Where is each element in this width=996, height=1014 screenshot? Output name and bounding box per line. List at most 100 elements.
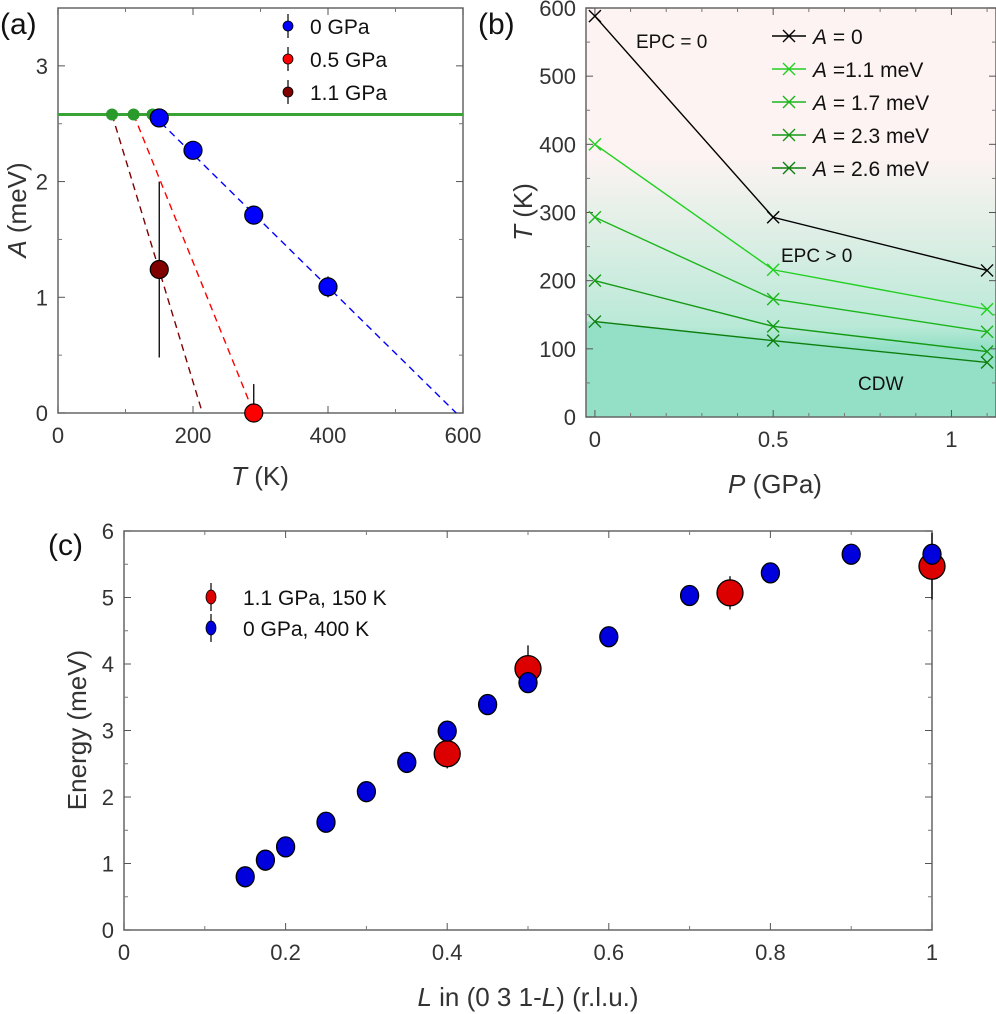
legend-label: A = 2.6 meV — [811, 158, 929, 181]
cdw-region — [586, 321, 996, 417]
legend-marker — [782, 95, 796, 109]
y-axis-var: T — [508, 223, 538, 241]
legend-marker — [205, 620, 217, 636]
fit-line — [111, 114, 204, 414]
y-tick-label: 3 — [102, 719, 114, 744]
x-axis-label: T (K) — [231, 461, 289, 491]
y-tick-label: 6 — [102, 519, 114, 544]
legend-marker — [282, 53, 294, 65]
legend-value: = 1.7 meV — [827, 92, 929, 115]
y-tick-label: 1 — [102, 852, 114, 877]
x-axis-unit: (GPa) — [745, 469, 822, 499]
legend-label: 0 GPa — [310, 16, 370, 39]
data-point — [397, 751, 417, 774]
data-point — [318, 277, 338, 297]
x-axis-label: L in (0 3 1-L) (r.l.u.) — [417, 982, 638, 1012]
x-tick-label: 0 — [589, 427, 601, 452]
y-tick-label: 1 — [36, 285, 48, 310]
data-point — [183, 140, 203, 160]
annotation-cdw: CDW — [858, 374, 903, 395]
data-marker — [766, 292, 780, 306]
data-marker — [980, 302, 994, 316]
legend-label: 1.1 GPa — [310, 82, 387, 105]
legend-var: A — [811, 59, 827, 82]
legend-value: =1.1 meV — [827, 59, 923, 82]
legend-value: = 0 — [827, 26, 863, 49]
x-tick-label: 1 — [945, 427, 957, 452]
y-tick-label: 4 — [102, 652, 114, 677]
y-tick-label: 600 — [539, 0, 576, 21]
panel-label: (b) — [478, 8, 515, 41]
x-tick-label: 400 — [310, 423, 347, 448]
onset-point — [127, 108, 140, 121]
legend-var: A — [811, 125, 827, 148]
y-tick-label: 300 — [539, 201, 576, 226]
x-tick-label: 0.5 — [758, 427, 789, 452]
data-marker — [588, 210, 602, 224]
data-point — [244, 403, 264, 423]
data-marker — [980, 355, 994, 369]
data-marker — [588, 9, 602, 23]
x-tick-label: 1 — [926, 940, 938, 965]
y-axis-label: A (meV) — [2, 162, 32, 259]
y-axis-unit: (K) — [508, 183, 538, 225]
legend-marker — [782, 128, 796, 142]
panel-label: (a) — [0, 8, 37, 41]
y-tick-label: 200 — [539, 269, 576, 294]
data-point — [760, 562, 781, 584]
legend-label: A = 1.7 meV — [811, 92, 929, 115]
legend-label: 1.1 GPa, 150 K — [243, 587, 387, 610]
data-marker — [588, 274, 602, 288]
x-tick-label: 200 — [175, 423, 212, 448]
data-point — [235, 866, 255, 888]
legend-label: A =1.1 meV — [811, 59, 923, 82]
y-tick-label: 0 — [564, 405, 576, 430]
y-tick-label: 3 — [36, 54, 48, 79]
x-tick-label: 0.4 — [432, 940, 463, 965]
data-point — [275, 836, 296, 858]
legend-label: 0.5 GPa — [310, 49, 387, 72]
x-tick-label: 0.6 — [594, 940, 625, 965]
onset-point — [106, 108, 118, 121]
data-point — [922, 543, 942, 565]
data-point — [149, 108, 169, 128]
legend-marker — [282, 20, 294, 32]
data-marker — [980, 263, 994, 277]
x-axis-var: T — [231, 461, 249, 491]
data-marker — [766, 210, 780, 224]
y-tick-label: 0 — [102, 918, 114, 943]
legend-value: = 2.6 meV — [827, 158, 929, 181]
legend-label: A = 0 — [811, 26, 863, 49]
panel-label: (c) — [48, 529, 83, 562]
y-axis-label: T (K) — [508, 183, 538, 241]
data-point — [679, 584, 700, 607]
data-point — [149, 259, 169, 280]
data-marker — [766, 334, 780, 348]
data-point — [255, 849, 276, 871]
data-point — [518, 671, 538, 694]
y-tick-label: 500 — [539, 64, 576, 89]
data-point — [244, 205, 264, 225]
data-point — [356, 781, 377, 803]
panel-c: 0 0.2 0.4 0.6 0.8 1 0 1 2 3 4 5 6 1.1 GPa, 150 K 0 GPa… — [48, 519, 946, 1012]
y-tick-label: 0 — [36, 401, 48, 426]
data-marker — [588, 137, 602, 151]
x-axis-label-part: L — [417, 982, 431, 1012]
legend-var: A — [811, 158, 827, 181]
y-tick-label: 400 — [539, 132, 576, 157]
legend-var: A — [811, 92, 827, 115]
y-tick-label: 2 — [36, 170, 48, 195]
data-point — [716, 579, 744, 607]
data-marker — [980, 345, 994, 359]
legend-marker — [782, 62, 796, 76]
panel-a: 0 200 400 600 0 1 2 3 0 GPa 0.5 GPa 1.1 GPa (a) T (K… — [0, 7, 482, 491]
x-tick-label: 600 — [445, 423, 482, 448]
x-axis-var: P — [728, 469, 746, 499]
legend-value: = 2.3 meV — [827, 125, 929, 148]
x-axis-label-part: L — [542, 982, 556, 1012]
legend-marker — [205, 589, 217, 605]
data-point — [841, 543, 861, 565]
legend-label: 0 GPa, 400 K — [243, 618, 369, 641]
data-marker — [980, 325, 994, 339]
